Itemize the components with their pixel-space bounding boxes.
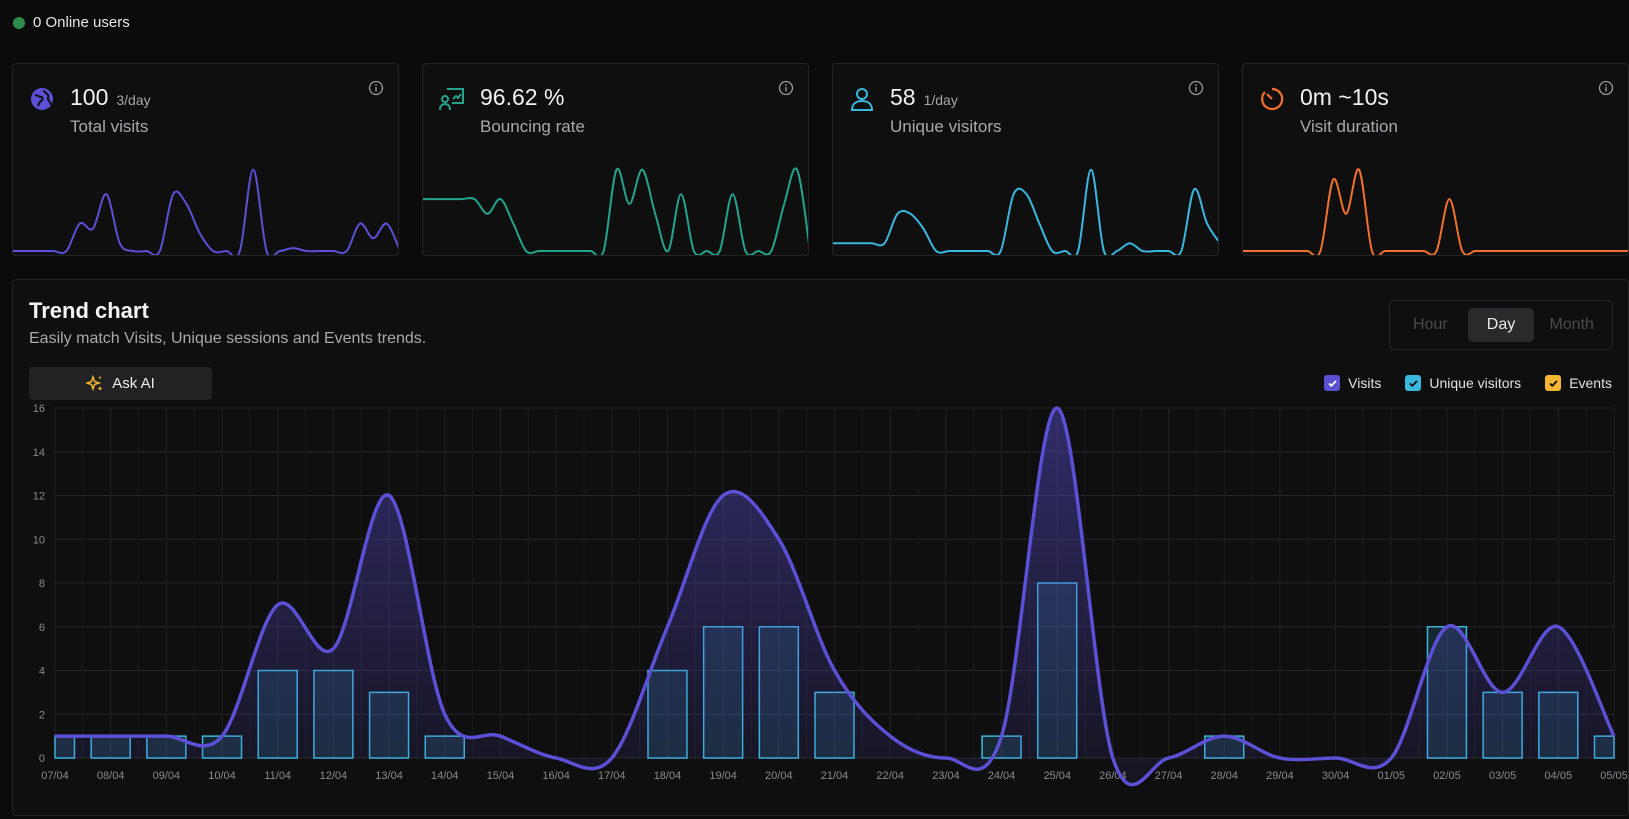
total-visits-label: Total visits bbox=[70, 117, 149, 136]
ask-ai-label: Ask AI bbox=[112, 375, 155, 392]
x-tick-label: 19/04 bbox=[709, 770, 737, 782]
visit-duration-card: 0m ~10s Visit duration bbox=[1242, 63, 1629, 256]
x-tick-label: 02/05 bbox=[1433, 770, 1461, 782]
legend-visits-label: Visits bbox=[1348, 375, 1382, 391]
x-tick-label: 20/04 bbox=[765, 770, 793, 782]
granularity-day[interactable]: Day bbox=[1467, 308, 1535, 342]
x-tick-label: 13/04 bbox=[375, 770, 403, 782]
x-tick-label: 12/04 bbox=[320, 770, 348, 782]
visits-line[interactable] bbox=[55, 406, 1616, 787]
info-icon[interactable] bbox=[778, 80, 794, 96]
x-tick-label: 14/04 bbox=[431, 770, 459, 782]
y-tick-label: 2 bbox=[39, 709, 45, 721]
y-tick-label: 6 bbox=[39, 622, 45, 634]
online-users-text: 0 Online users bbox=[33, 14, 130, 31]
trend-chart-plot: 0 2 4 6 8 10 12 14 16 07/04 08/04 09/04 10/04 11/04 12… bbox=[33, 403, 1628, 787]
online-status-dot bbox=[13, 16, 25, 29]
y-tick-label: 8 bbox=[39, 578, 45, 590]
unique-visitors-rate: 1/day bbox=[923, 92, 958, 108]
duration-sparkline-line bbox=[1243, 168, 1628, 255]
legend-events-label: Events bbox=[1569, 375, 1612, 391]
bouncing-rate-label: Bouncing rate bbox=[480, 117, 585, 136]
legend-unique-visitors-label: Unique visitors bbox=[1429, 375, 1522, 391]
x-tick-label: 22/04 bbox=[876, 770, 904, 782]
checkbox-checked-icon[interactable] bbox=[1405, 375, 1422, 391]
x-tick-label: 17/04 bbox=[598, 770, 626, 782]
visits-sparkline-line bbox=[13, 168, 398, 255]
info-icon[interactable] bbox=[1188, 80, 1204, 96]
unique-sparkline-line bbox=[833, 168, 1218, 255]
unique-visitors-sparkline bbox=[833, 168, 1218, 255]
x-tick-label: 16/04 bbox=[542, 770, 570, 782]
x-tick-label: 03/05 bbox=[1489, 770, 1517, 782]
legend-visits[interactable]: Visits bbox=[1324, 375, 1381, 391]
unique-visitors-card: 58 1/day Unique visitors bbox=[832, 63, 1219, 256]
x-tick-label: 15/04 bbox=[487, 770, 515, 782]
x-tick-label: 23/04 bbox=[932, 770, 960, 782]
granularity-toggle: Hour Day Month bbox=[1389, 300, 1613, 350]
granularity-hour[interactable]: Hour bbox=[1412, 316, 1448, 333]
legend-unique-visitors[interactable]: Unique visitors bbox=[1405, 375, 1521, 391]
checkbox-checked-icon[interactable] bbox=[1545, 375, 1562, 391]
y-tick-label: 12 bbox=[33, 491, 45, 503]
x-tick-label: 09/04 bbox=[153, 770, 181, 782]
x-tick-label: 21/04 bbox=[821, 770, 849, 782]
online-users-indicator: 0 Online users bbox=[13, 14, 130, 31]
unique-visitors-value: 58 bbox=[890, 84, 916, 110]
bouncing-rate-card: 96.62 % Bouncing rate bbox=[422, 63, 809, 256]
x-tick-label: 29/04 bbox=[1266, 770, 1294, 782]
trend-chart-panel: Trend chart Easily match Visits, Unique … bbox=[12, 279, 1629, 816]
visits-area bbox=[55, 407, 1614, 785]
y-tick-label: 10 bbox=[33, 534, 45, 546]
x-tick-label: 04/05 bbox=[1545, 770, 1573, 782]
ask-ai-button[interactable]: Ask AI bbox=[29, 367, 212, 400]
visit-duration-value: 0m ~10s bbox=[1300, 84, 1389, 110]
checkbox-checked-icon[interactable] bbox=[1324, 375, 1341, 391]
legend-events[interactable]: Events bbox=[1545, 375, 1612, 391]
x-tick-label: 08/04 bbox=[97, 770, 125, 782]
info-icon[interactable] bbox=[368, 80, 384, 96]
user-icon bbox=[850, 88, 874, 111]
x-tick-label: 01/05 bbox=[1378, 770, 1406, 782]
x-tick-label: 07/04 bbox=[41, 770, 69, 782]
total-visits-card: 100 3/day Total visits bbox=[12, 63, 399, 256]
x-tick-label: 30/04 bbox=[1322, 770, 1350, 782]
timer-icon bbox=[1261, 87, 1284, 111]
globe-icon bbox=[31, 88, 53, 110]
granularity-month[interactable]: Month bbox=[1549, 316, 1594, 333]
y-tick-label: 0 bbox=[39, 753, 45, 765]
visit-duration-label: Visit duration bbox=[1300, 117, 1398, 136]
x-tick-label: 11/04 bbox=[264, 770, 291, 782]
y-tick-label: 4 bbox=[39, 666, 45, 678]
x-tick-label: 05/05 bbox=[1600, 770, 1628, 782]
bouncing-sparkline-line bbox=[423, 167, 808, 255]
x-tick-label: 27/04 bbox=[1155, 770, 1183, 782]
y-tick-label: 16 bbox=[33, 403, 45, 415]
presentation-chart-icon bbox=[439, 88, 464, 111]
trend-chart-description: Easily match Visits, Unique sessions and… bbox=[29, 330, 427, 347]
total-visits-rate: 3/day bbox=[116, 92, 151, 108]
info-icon[interactable] bbox=[1598, 80, 1614, 96]
y-tick-label: 14 bbox=[33, 447, 45, 459]
x-tick-label: 10/04 bbox=[208, 770, 236, 782]
total-visits-sparkline bbox=[13, 168, 398, 255]
total-visits-value: 100 bbox=[70, 84, 109, 110]
chart-legend: Visits Unique visitors Events bbox=[1324, 375, 1612, 391]
visit-duration-sparkline bbox=[1243, 168, 1628, 255]
x-tick-label: 18/04 bbox=[654, 770, 682, 782]
bouncing-rate-sparkline bbox=[423, 167, 808, 255]
sparkles-icon bbox=[86, 374, 103, 391]
x-tick-label: 24/04 bbox=[988, 770, 1016, 782]
unique-visitors-label: Unique visitors bbox=[890, 117, 1002, 136]
x-tick-label: 28/04 bbox=[1210, 770, 1238, 782]
trend-chart-title: Trend chart bbox=[29, 298, 149, 323]
bouncing-rate-value: 96.62 % bbox=[480, 84, 565, 110]
x-tick-label: 25/04 bbox=[1043, 770, 1071, 782]
